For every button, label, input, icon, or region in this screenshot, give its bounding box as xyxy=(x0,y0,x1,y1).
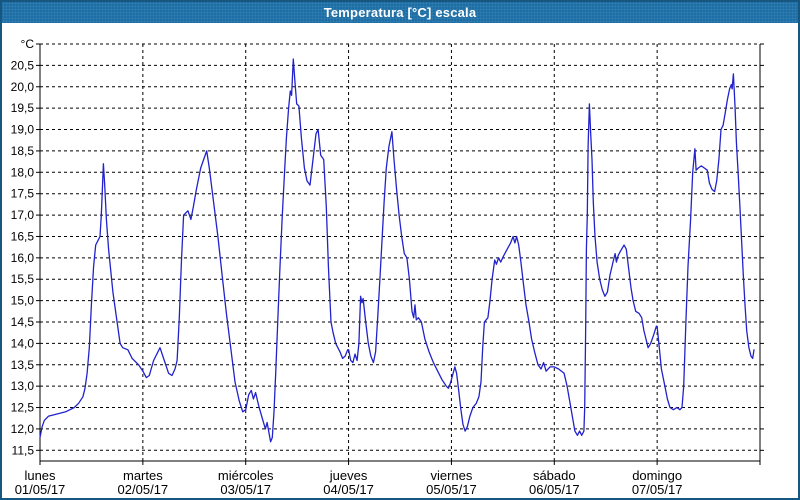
y-tick-label: 12,5 xyxy=(11,401,35,415)
y-tick-label: 19,0 xyxy=(11,123,35,137)
y-tick-label: 20,0 xyxy=(11,80,35,94)
date-label: 02/05/17 xyxy=(118,482,169,497)
y-axis-unit-label: °C xyxy=(21,37,35,51)
y-tick-label: 15,0 xyxy=(11,294,35,308)
window-titlebar: Temperatura [°C] escala xyxy=(2,2,798,23)
temperature-line xyxy=(39,58,755,443)
weekday-label: domingo xyxy=(632,468,682,483)
weekday-label: lunes xyxy=(24,468,56,483)
weekday-label: viernes xyxy=(430,468,472,483)
y-tick-label: 14,5 xyxy=(11,315,35,329)
y-tick-label: 11,5 xyxy=(12,443,35,457)
y-tick-label: 16,5 xyxy=(11,229,35,243)
weekday-label: jueves xyxy=(329,468,368,483)
weekday-label: miércoles xyxy=(218,468,274,483)
date-label: 06/05/17 xyxy=(529,482,580,497)
y-tick-label: 13,5 xyxy=(11,358,35,372)
y-tick-label: 12,0 xyxy=(11,422,35,436)
weekday-label: martes xyxy=(123,468,163,483)
y-tick-label: 20,5 xyxy=(11,58,35,72)
date-label: 04/05/17 xyxy=(323,482,374,497)
y-tick-label: 18,0 xyxy=(11,165,35,179)
y-tick-label: 14,0 xyxy=(11,336,35,350)
temperature-chart: 20,5 20,0 19,5 19,0 18,5 18,0 17,5 17,0 16,5 16,0… xyxy=(11,37,764,497)
date-label: 07/05/17 xyxy=(632,482,683,497)
date-label: 03/05/17 xyxy=(220,482,271,497)
weekday-label: sábado xyxy=(533,468,576,483)
y-tick-label: 15,5 xyxy=(11,272,35,286)
y-tick-label: 18,5 xyxy=(11,144,35,158)
window-title: Temperatura [°C] escala xyxy=(323,5,477,20)
y-tick-label: 17,5 xyxy=(11,187,35,201)
date-label: 01/05/17 xyxy=(15,482,66,497)
y-tick-label: 17,0 xyxy=(11,208,35,222)
y-tick-label: 19,5 xyxy=(11,101,35,115)
y-tick-label: 16,0 xyxy=(11,251,35,265)
y-tick-label: 13,0 xyxy=(11,379,35,393)
date-label: 05/05/17 xyxy=(426,482,477,497)
